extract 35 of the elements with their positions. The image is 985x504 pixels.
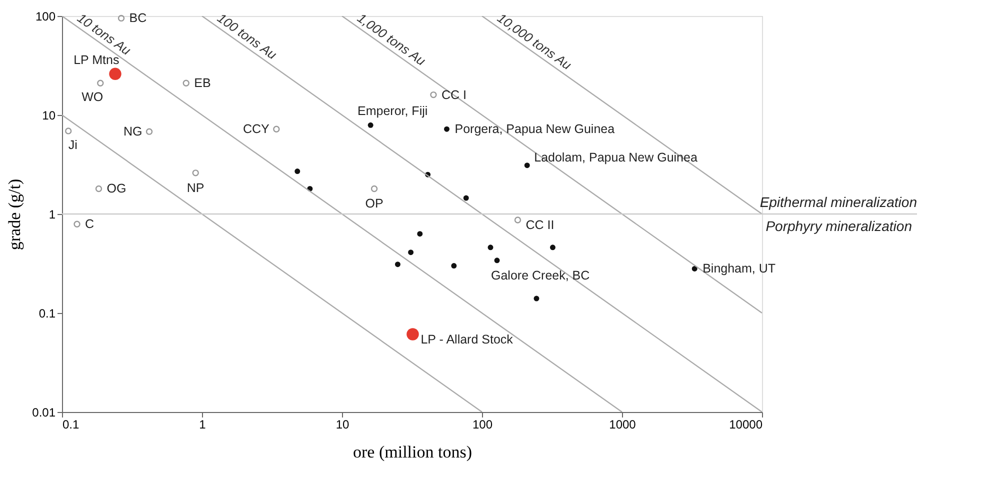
annotation: Bingham, UT — [702, 262, 776, 276]
y-tick-label: 0.1 — [38, 306, 56, 320]
annotation: EB — [194, 76, 211, 90]
annotation: CC II — [526, 218, 554, 232]
annotation: LP Mtns — [74, 52, 120, 67]
x-tick-label: 10000 — [729, 418, 763, 432]
ref-line-label: Epithermal mineralization — [760, 194, 918, 210]
y-tick-label: 0.01 — [32, 406, 56, 420]
annotation: Porgera, Papua New Guinea — [454, 122, 615, 136]
x-tick-label: 10 — [336, 418, 350, 432]
y-tick-label: 10 — [42, 108, 56, 122]
annotation: Ladolam, Papua New Guinea — [534, 150, 698, 164]
x-tick-label: 100 — [472, 418, 493, 432]
annotation: Galore Creek, BC — [491, 268, 590, 282]
annotation: C — [85, 217, 94, 232]
annotation: BC — [129, 11, 147, 26]
x-tick-label: 1 — [199, 418, 206, 432]
annotation: LP - Allard Stock — [420, 332, 514, 346]
text: Porphyry mineralization — [766, 218, 912, 234]
text: 100 tons Au — [214, 10, 280, 62]
annotation: OP — [365, 196, 384, 211]
annotation: CCY — [243, 122, 270, 136]
y-axis-title: grade (g/t) — [5, 178, 24, 250]
annotation: NG — [124, 124, 142, 139]
annotation: NP — [186, 180, 204, 195]
x-axis-title: ore (million tons) — [353, 442, 472, 462]
x-tick-label: 1000 — [609, 418, 636, 432]
x-tick-label: 0.1 — [62, 418, 80, 432]
annotation: OG — [106, 182, 126, 196]
annotation: CC I — [441, 88, 466, 102]
y-tick-label: 100 — [35, 10, 56, 24]
annotation: Ji — [68, 138, 78, 152]
y-tick-label: 1 — [48, 208, 56, 222]
annotation: WO — [82, 90, 104, 104]
annotation: Emperor, Fiji — [358, 104, 428, 118]
